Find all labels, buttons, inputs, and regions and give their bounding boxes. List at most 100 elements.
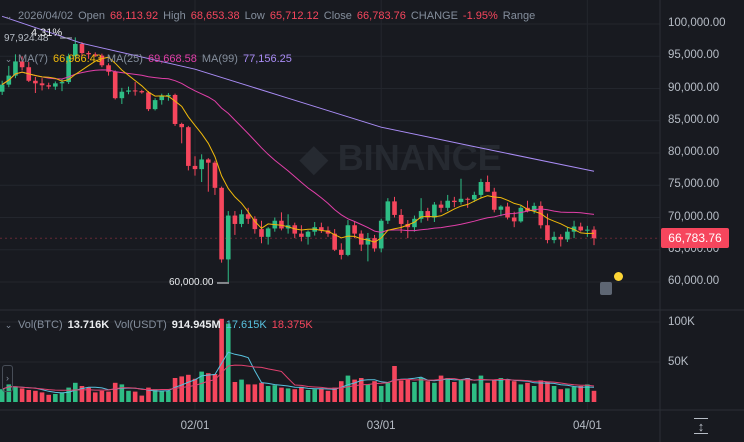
candle-body xyxy=(292,225,298,234)
candle-body xyxy=(259,229,264,237)
volume-bar xyxy=(412,382,417,402)
close-value: 66,783.76 xyxy=(356,10,406,22)
candle-body xyxy=(565,231,570,240)
volume-bar xyxy=(92,392,98,402)
change-value: -1.95% xyxy=(462,10,498,22)
volume-bar xyxy=(166,390,171,402)
candle-body xyxy=(319,227,324,231)
volume-bar xyxy=(385,382,391,402)
volume-bar xyxy=(538,380,544,402)
candle-body xyxy=(531,205,537,212)
candle-body xyxy=(538,205,544,226)
ma7-value: 66,986.43 xyxy=(52,53,102,65)
y-tick-label: 60,000.00 xyxy=(668,275,720,287)
volume-bar xyxy=(319,388,324,402)
chevron-down-icon[interactable]: ⌄ xyxy=(4,53,13,64)
volume-bar xyxy=(292,389,298,402)
ma-legend: ⌄ MA(7) 66,986.43 MA(25) 69,668.58 MA(99… xyxy=(4,53,292,65)
volume-bar xyxy=(79,386,85,402)
scale-resize-icon[interactable]: ↕ xyxy=(694,418,708,434)
candle-body xyxy=(485,182,490,192)
volume-bar xyxy=(491,380,497,402)
candle-body xyxy=(551,236,557,241)
volume-bar xyxy=(358,378,364,402)
volume-bar xyxy=(518,384,524,402)
candle-body xyxy=(558,236,564,240)
ma99-line xyxy=(1,15,595,172)
volume-bar xyxy=(6,384,12,402)
chevron-down-icon[interactable]: ⌄ xyxy=(4,319,13,330)
volume-bar xyxy=(591,390,597,402)
candle-body xyxy=(212,162,218,188)
volume-bar xyxy=(206,373,211,402)
candle-body xyxy=(498,206,504,210)
volume-bar xyxy=(19,388,25,402)
ohlc-legend: ⌄ 2026/04/02 Open 68,113.92 High 68,653.… xyxy=(4,10,535,22)
volume-bar xyxy=(425,381,431,402)
candle-body xyxy=(425,211,431,218)
candle-body xyxy=(405,223,411,228)
volume-ma2-line xyxy=(1,364,595,391)
max-price-label: 97,924.48 xyxy=(4,33,49,44)
candle-body xyxy=(159,96,165,101)
candle-body xyxy=(265,228,271,237)
candle-body xyxy=(305,231,311,237)
ma25-line xyxy=(1,69,595,233)
candle-body xyxy=(591,229,597,239)
volume-bar xyxy=(252,384,258,402)
volume-bar xyxy=(405,379,411,402)
open-label: Open xyxy=(78,10,105,22)
low-label: Low xyxy=(244,10,265,22)
min-price-label: 60,000.00 xyxy=(169,277,214,288)
volume-bar xyxy=(212,374,218,402)
candle-body xyxy=(99,55,105,66)
volume-bar xyxy=(46,394,51,402)
high-value: 68,653.38 xyxy=(190,10,240,22)
volume-bar xyxy=(245,384,251,402)
volume-bar xyxy=(53,394,58,402)
volume-bar xyxy=(219,318,224,402)
candle-body xyxy=(0,84,5,92)
close-label: Close xyxy=(323,10,352,22)
candle-body xyxy=(219,187,224,260)
volume-bar xyxy=(199,371,204,402)
volume-bar xyxy=(352,379,357,402)
chevron-down-icon[interactable]: ⌄ xyxy=(4,10,13,21)
volume-bar xyxy=(365,384,371,402)
volume-bar xyxy=(139,395,145,402)
candle-body xyxy=(325,230,331,234)
candle-body xyxy=(179,123,184,128)
candle-body xyxy=(66,56,71,83)
volume-bar xyxy=(511,381,517,402)
candle-body xyxy=(445,200,450,208)
candle-body xyxy=(458,198,464,203)
candle-body xyxy=(339,249,344,255)
volume-bar xyxy=(585,384,590,402)
candle-body xyxy=(505,206,510,218)
volume-bar xyxy=(551,386,557,402)
candle-body xyxy=(578,226,583,231)
order-book-icon[interactable] xyxy=(600,282,612,295)
candle-body xyxy=(372,238,377,249)
candle-body xyxy=(491,191,497,210)
volume-bar xyxy=(225,323,231,402)
volume-bar xyxy=(179,376,184,402)
left-expand-handle[interactable]: › xyxy=(2,365,13,392)
volume-bar xyxy=(378,386,384,402)
candle-body xyxy=(33,80,38,84)
volume-bar xyxy=(0,389,5,402)
candle-body xyxy=(472,194,477,200)
ma25-label: MA(25) xyxy=(106,53,143,65)
low-value: 65,712.12 xyxy=(269,10,319,22)
candle-body xyxy=(152,100,158,110)
y-tick-label: 100,000.00 xyxy=(668,17,726,29)
y-tick-label: 80,000.00 xyxy=(668,146,720,158)
candle-body xyxy=(452,200,457,203)
volume-bar xyxy=(66,387,71,402)
volume-bar xyxy=(126,390,131,402)
volume-bar xyxy=(452,382,457,402)
candle-body xyxy=(92,54,98,56)
volume-bar xyxy=(112,382,118,402)
volume-bar xyxy=(478,375,484,402)
